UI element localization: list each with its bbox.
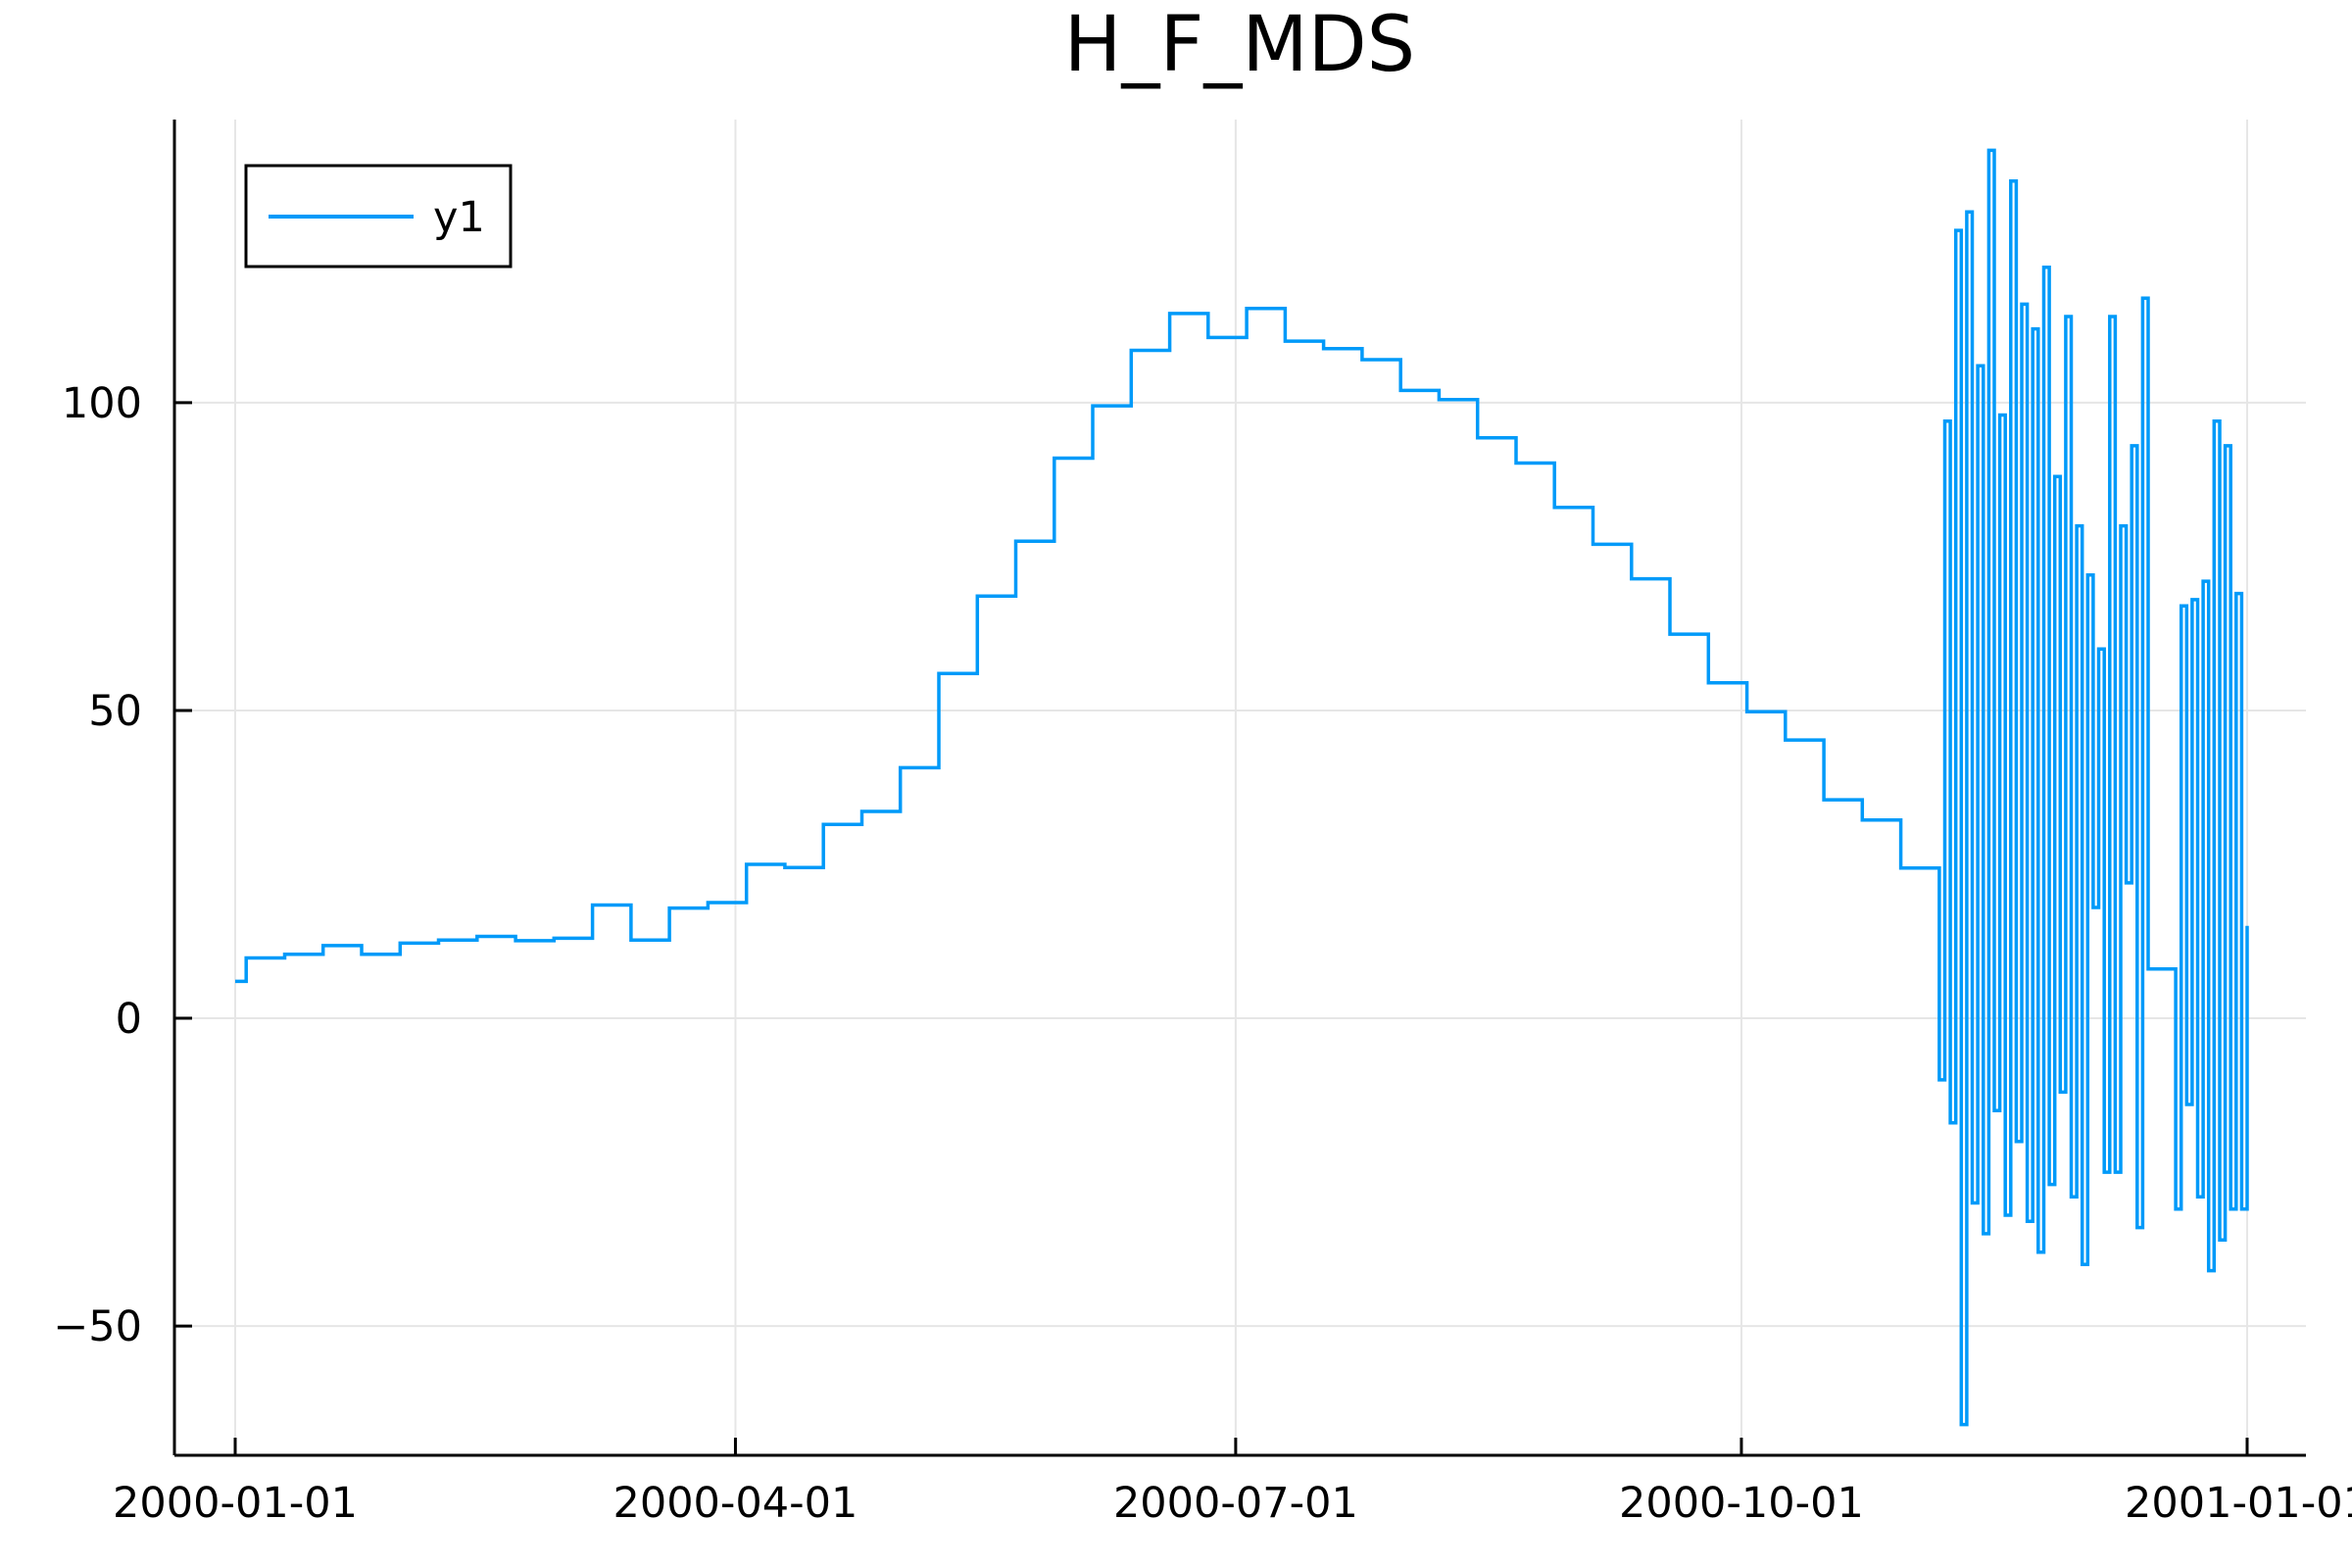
series-layer: [235, 148, 2249, 1427]
x-tick-label: 2000-04-01: [612, 1479, 858, 1528]
axes: [172, 120, 2306, 1457]
grid-lines: [174, 120, 2306, 1455]
x-tick-label: 2001-01-01: [2125, 1479, 2352, 1528]
series-line-y1: [235, 148, 2249, 1427]
y-tick-label: −50: [53, 1302, 142, 1351]
y-tick-label: 50: [88, 687, 142, 736]
legend: y1: [244, 164, 513, 269]
x-tick-label: 2000-01-01: [113, 1479, 358, 1528]
legend-label-y1: y1: [433, 193, 485, 242]
chart-title: H_F_MDS: [1064, 1, 1415, 89]
y-tick-label: 0: [116, 995, 142, 1044]
x-tick-label: 2000-07-01: [1113, 1479, 1358, 1528]
x-tick-label: 2000-10-01: [1619, 1479, 1864, 1528]
y-tick-label: 100: [62, 379, 142, 428]
ticks: 2000-01-01 2000-04-01 2000-07-01 2000-10-01…: [53, 379, 2352, 1528]
